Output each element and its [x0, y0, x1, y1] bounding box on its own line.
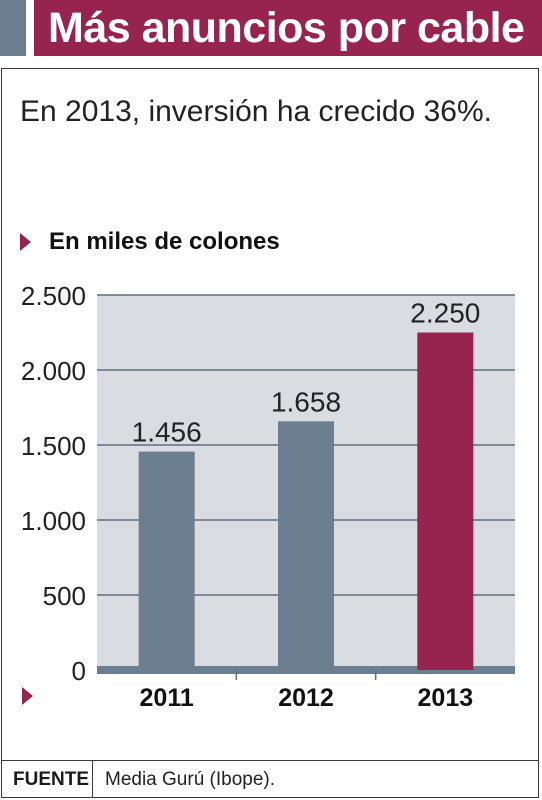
- x-tick-label: 2013: [418, 684, 474, 712]
- source-text: Media Gurú (Ibope).: [105, 768, 276, 790]
- bar: [417, 332, 474, 670]
- y-tick-label: 2.500: [21, 281, 86, 311]
- title-bar: Más anuncios por cable: [0, 0, 542, 56]
- y-tick-label: 1.000: [21, 506, 86, 536]
- y-tick-label: 2.000: [21, 356, 86, 386]
- chart-frame: [1, 68, 539, 798]
- y-tick-label: 1.500: [21, 431, 86, 461]
- data-label: 2.250: [410, 298, 480, 329]
- data-label: 1.658: [271, 386, 341, 417]
- title-box: Más anuncios por cable: [34, 0, 542, 56]
- triangle-marker-icon: [22, 687, 33, 705]
- unit-row: En miles de colones: [20, 226, 280, 258]
- data-label: 1.456: [132, 417, 202, 448]
- chart-subtitle: En 2013, inversión ha crecido 36%.: [20, 95, 492, 128]
- chart-title: Más anuncios por cable: [48, 3, 525, 52]
- bar-chart: 0 500 1.000 1.500 2.000 2.500 1.456 2011 1.658 20…: [21, 281, 515, 712]
- x-tick-label: 2011: [140, 684, 194, 712]
- y-tick-label: 0: [72, 656, 86, 686]
- unit-label: En miles de colones: [49, 228, 280, 255]
- bar: [278, 421, 334, 670]
- y-tick-label: 500: [43, 581, 86, 611]
- x-tick-label: 2012: [278, 684, 334, 712]
- triangle-marker-icon: [20, 233, 31, 251]
- title-accent: [0, 0, 26, 56]
- source-bar: FUENTE Media Gurú (Ibope).: [1, 760, 539, 798]
- source-label: FUENTE: [1, 761, 93, 798]
- bar: [138, 451, 195, 670]
